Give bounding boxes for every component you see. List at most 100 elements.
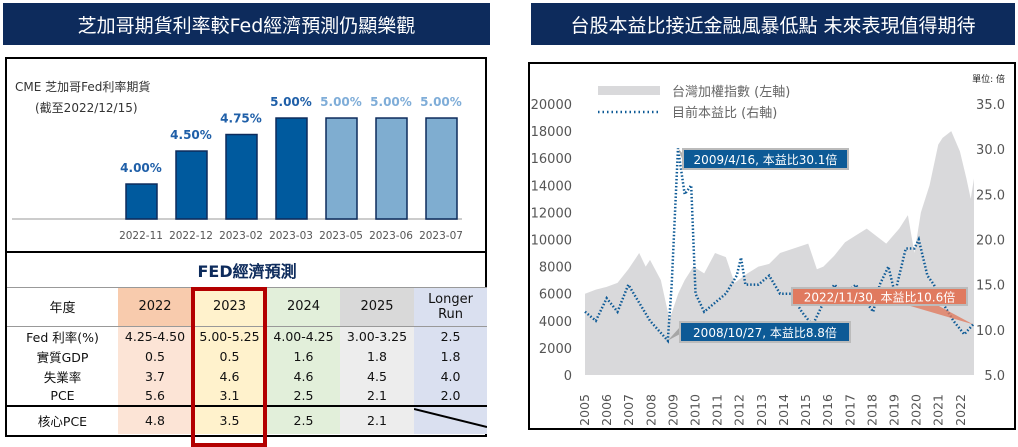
y-left-tick: 8000: [539, 261, 572, 276]
bar-value-label: 5.00%: [370, 95, 412, 109]
annotation-box: [791, 287, 968, 306]
table-title: FED經濟預測: [7, 251, 488, 288]
table-cell: 3.7: [118, 366, 192, 386]
taiex-area: [585, 131, 974, 375]
bar-value-label: 4.00%: [120, 161, 162, 175]
y-left-tick: 0: [564, 369, 572, 384]
legend-label: 台灣加權指數 (左軸): [672, 85, 790, 100]
y-left-tick: 12000: [531, 206, 572, 221]
table-cell: 1.6: [267, 346, 340, 366]
bar-value-label: 5.00%: [420, 95, 462, 109]
x-tick-label: 2019: [886, 394, 901, 426]
table-cell: 1.8: [414, 346, 488, 366]
table-row: Fed 利率(%) 4.25-4.50 5.00-5.25 4.00-4.25 3.00…: [7, 326, 488, 346]
x-tick-label: 2006: [599, 394, 614, 426]
table-cell: 3.1: [192, 386, 267, 406]
table-cell: 2.5: [267, 405, 340, 434]
y-right-tick: 20.0: [976, 234, 1005, 249]
column-header: 2022: [118, 287, 192, 327]
table-cell: 3.5: [192, 405, 267, 434]
table-cell: 4.5: [340, 366, 414, 386]
table-row: 失業率 3.7 4.6 4.6 4.5 4.0: [7, 366, 488, 386]
table-cell: 4.0: [414, 366, 488, 386]
y-right-tick: 10.0: [976, 324, 1005, 339]
y-left-tick: 20000: [531, 98, 572, 113]
bar: [125, 183, 158, 220]
annotation-text: 2009/4/16, 本益比30.1倍: [694, 152, 838, 167]
bar: [325, 117, 358, 220]
table-cell: 3.00-3.25: [340, 326, 414, 346]
x-tick-label: 2023-03: [269, 230, 313, 242]
table-cell: 實質GDP: [36, 349, 89, 365]
table-cell: 2.1: [340, 405, 414, 434]
bar-chart-subtitle: (截至2022/12/15): [35, 101, 138, 115]
table-row: PCE 5.6 3.1 2.5 2.1 2.0: [7, 386, 488, 406]
y-left-tick: 16000: [531, 152, 572, 167]
column-header: Longer Run: [414, 287, 488, 327]
legend-label: 目前本益比 (右軸): [672, 105, 777, 121]
column-header: 2024: [267, 287, 340, 327]
x-tick-label: 2010: [688, 394, 703, 426]
bar-value-label: 5.00%: [320, 95, 362, 109]
table-cell: PCE: [50, 388, 75, 403]
table-cell: 0.5: [192, 346, 267, 366]
table-cell: Fed 利率(%): [26, 329, 99, 345]
y-right-tick: 25.0: [976, 188, 1005, 203]
bar: [275, 117, 308, 220]
y-left-tick: 4000: [539, 315, 572, 330]
bar: [175, 150, 208, 220]
y-right-tick: 15.0: [976, 279, 1005, 294]
x-tick-label: 2023-05: [319, 230, 363, 242]
bar: [425, 117, 458, 220]
pe-line: [584, 148, 975, 344]
column-header: 2023: [192, 287, 267, 327]
x-tick-label: 2021: [931, 394, 946, 426]
table-cell: 4.00-4.25: [267, 326, 340, 346]
bar-value-label: 5.00%: [270, 95, 312, 109]
right-panel: 0 2000 4000 6000 8000 10000 12000 14000 16000 180…: [528, 62, 1016, 430]
highlight-2023-column: [191, 287, 267, 447]
taiex-pe-chart: 0 2000 4000 6000 8000 10000 12000 14000 16000 180…: [531, 73, 1005, 426]
table-cell: 5.6: [118, 386, 192, 406]
left-banner: 芝加哥期貨利率較Fed經濟預測仍顯樂觀: [3, 3, 490, 45]
x-tick-label: 2022: [953, 394, 968, 426]
table-row: 實質GDP 0.5 0.5 1.6 1.8 1.8: [7, 346, 488, 366]
bar-value-label: 4.50%: [170, 128, 212, 142]
table-cell: 核心PCE: [7, 405, 118, 434]
bar: [375, 117, 408, 220]
left-panel: CME 芝加哥Fed利率期貨 (截至2022/12/15) 4.00% 2022-…: [5, 57, 488, 447]
x-tick-label: 2007: [621, 394, 636, 426]
table-cell: 2.5: [414, 326, 488, 346]
x-tick-label: 2018: [864, 394, 879, 426]
annotation-text: 2022/11/30, 本益比10.6倍: [804, 290, 956, 305]
bar-chart-title: CME 芝加哥Fed利率期貨: [15, 79, 150, 94]
unit-label: 單位: 倍: [972, 73, 1005, 85]
y-left-tick: 18000: [531, 125, 572, 140]
x-tick-label: 2005: [577, 394, 592, 426]
x-tick-label: 2016: [820, 394, 835, 426]
y-left-tick: 2000: [539, 342, 572, 357]
y-left-tick: 6000: [539, 288, 572, 303]
x-tick-label: 2023-07: [419, 230, 463, 242]
x-tick-label: 2022-11: [119, 230, 163, 242]
table-cell: 4.8: [118, 405, 192, 434]
x-tick-label: 2013: [754, 394, 769, 426]
table-cell: 4.6: [192, 366, 267, 386]
annotation-box: [682, 148, 849, 170]
annotation-box: [679, 321, 851, 343]
table-cell: 0.5: [118, 346, 192, 366]
x-tick-label: 2008: [643, 394, 658, 426]
annotation-text: 2008/10/27, 本益比8.8倍: [693, 325, 837, 340]
table-cell: 失業率: [43, 369, 82, 385]
y-right-tick: 35.0: [976, 98, 1005, 113]
right-banner: 台股本益比接近金融風暴低點 未來表現值得期待: [531, 3, 1015, 45]
bar-value-label: 4.75%: [220, 112, 262, 126]
fed-projection-table: FED經濟預測 年度 2022 2023 2024 2025 Longer Run Fed…: [7, 251, 488, 434]
x-tick-label: 2015: [798, 394, 813, 426]
x-tick-label: 2009: [665, 394, 680, 426]
table-cell: 1.8: [340, 346, 414, 366]
y-right-tick: 30.0: [976, 143, 1005, 158]
y-left-tick: 14000: [531, 179, 572, 194]
table-cell: 2.5: [267, 386, 340, 406]
x-tick-label: 2022-12: [169, 230, 213, 242]
